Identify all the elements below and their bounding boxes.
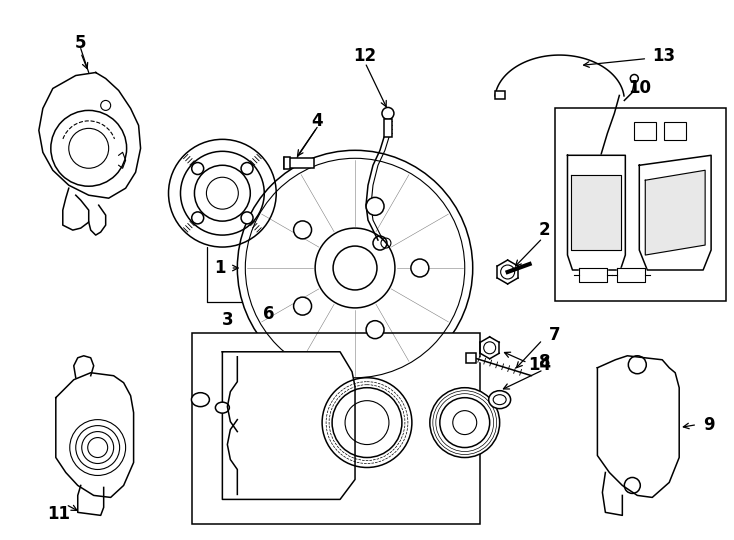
Polygon shape [56,373,134,497]
Circle shape [237,150,473,386]
Polygon shape [597,356,679,497]
Circle shape [241,163,253,174]
Text: 3: 3 [222,311,233,329]
Bar [289,158,314,168]
Circle shape [294,297,311,315]
Ellipse shape [215,402,229,413]
Text: 1: 1 [214,259,226,277]
Polygon shape [222,352,355,500]
Circle shape [192,163,203,174]
Bar [554,109,726,301]
Circle shape [294,221,311,239]
Bar [284,157,290,169]
Text: 9: 9 [703,416,715,434]
Text: 12: 12 [354,46,377,65]
Text: 6: 6 [263,305,274,323]
Text: 11: 11 [47,505,70,523]
Text: 10: 10 [628,79,651,97]
Circle shape [411,259,429,277]
Polygon shape [567,156,625,270]
Text: 7: 7 [549,326,560,344]
Text: 8: 8 [539,353,550,371]
Text: 5: 5 [75,33,87,52]
Text: 2: 2 [539,221,550,239]
Ellipse shape [192,393,209,407]
Ellipse shape [489,390,511,409]
Text: 13: 13 [653,46,676,65]
Text: 14: 14 [528,356,551,374]
Circle shape [366,321,384,339]
Polygon shape [639,156,711,270]
Bar [664,123,686,140]
Bar [384,119,392,137]
Circle shape [241,212,253,224]
Circle shape [322,377,412,468]
Bar [466,353,476,363]
Circle shape [192,212,203,224]
Polygon shape [579,268,607,282]
Bar [634,123,656,140]
Bar [192,333,480,524]
Circle shape [366,197,384,215]
Polygon shape [617,268,645,282]
Polygon shape [39,72,141,198]
Bar [586,233,597,241]
Circle shape [430,388,500,457]
Polygon shape [645,170,705,255]
Text: 4: 4 [311,112,323,130]
Polygon shape [572,176,622,250]
Bar [495,91,505,99]
